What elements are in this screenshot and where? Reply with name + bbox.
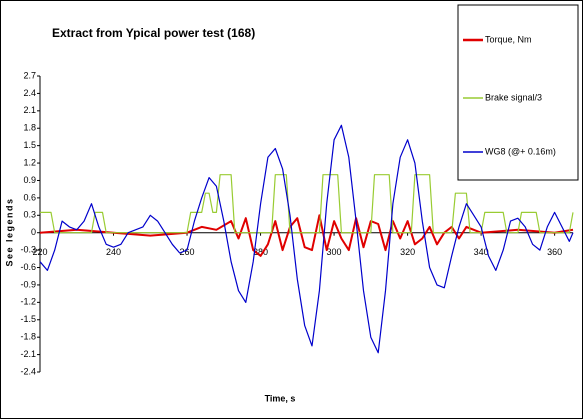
x-tick-label: 340 xyxy=(474,247,489,257)
series-line xyxy=(39,124,574,354)
legend-label: Brake signal/3 xyxy=(485,92,542,102)
y-tick-label: 0.9 xyxy=(23,175,36,185)
x-tick-label: 220 xyxy=(32,247,47,257)
y-tick-label: 0 xyxy=(31,227,36,237)
y-tick-label: -1.2 xyxy=(20,297,36,307)
y-tick-label: -0.6 xyxy=(20,262,36,272)
x-tick-label: 260 xyxy=(180,247,195,257)
x-tick-label: 360 xyxy=(547,247,562,257)
legend-label: WG8 (@+ 0.16m) xyxy=(485,146,556,156)
y-tick-label: -1.5 xyxy=(20,314,36,324)
y-tick-label: -2.4 xyxy=(20,366,36,376)
y-tick-label: 0.6 xyxy=(23,192,36,202)
y-tick-label: -2.1 xyxy=(20,349,36,359)
x-tick-label: 280 xyxy=(253,247,268,257)
y-tick-label: -1.8 xyxy=(20,332,36,342)
y-tick-label: 1.8 xyxy=(23,123,36,133)
y-axis-label: See legends xyxy=(4,197,14,266)
series-line xyxy=(40,174,574,234)
y-tick-label: 1.2 xyxy=(23,157,36,167)
y-tick-label: 2.7 xyxy=(23,70,36,80)
y-tick-label: -0.9 xyxy=(20,279,36,289)
chart-title: Extract from Ypical power test (168) xyxy=(52,26,255,40)
series-line xyxy=(39,214,574,257)
x-tick-label: 240 xyxy=(106,247,121,257)
x-tick-label: 300 xyxy=(327,247,342,257)
legend-label: Torque, Nm xyxy=(485,34,532,44)
x-axis-label: Time, s xyxy=(265,393,296,403)
y-tick-label: 0.3 xyxy=(23,210,36,220)
y-tick-label: 2.1 xyxy=(23,105,36,115)
y-tick-label: -0.3 xyxy=(20,244,36,254)
legend-box xyxy=(457,4,579,181)
y-tick-label: 2.4 xyxy=(23,88,36,98)
x-tick-label: 320 xyxy=(400,247,415,257)
y-tick-label: 1.5 xyxy=(23,140,36,150)
